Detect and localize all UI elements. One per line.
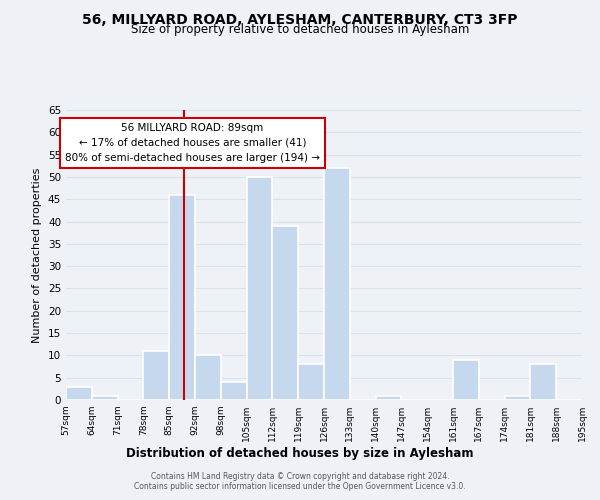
Text: Distribution of detached houses by size in Aylesham: Distribution of detached houses by size … xyxy=(126,448,474,460)
Text: Contains public sector information licensed under the Open Government Licence v3: Contains public sector information licen… xyxy=(134,482,466,491)
Text: Contains HM Land Registry data © Crown copyright and database right 2024.: Contains HM Land Registry data © Crown c… xyxy=(151,472,449,481)
Y-axis label: Number of detached properties: Number of detached properties xyxy=(32,168,43,342)
Bar xyxy=(272,226,298,400)
Bar xyxy=(324,168,350,400)
Bar xyxy=(92,396,118,400)
Bar xyxy=(169,195,195,400)
Bar xyxy=(221,382,247,400)
Bar xyxy=(298,364,324,400)
Bar xyxy=(143,351,169,400)
Bar xyxy=(195,356,221,400)
Text: 56, MILLYARD ROAD, AYLESHAM, CANTERBURY, CT3 3FP: 56, MILLYARD ROAD, AYLESHAM, CANTERBURY,… xyxy=(82,12,518,26)
Bar xyxy=(376,396,401,400)
Bar xyxy=(505,396,530,400)
Text: 56 MILLYARD ROAD: 89sqm
← 17% of detached houses are smaller (41)
80% of semi-de: 56 MILLYARD ROAD: 89sqm ← 17% of detache… xyxy=(65,123,320,162)
Bar xyxy=(247,177,272,400)
Bar xyxy=(530,364,556,400)
Text: Size of property relative to detached houses in Aylesham: Size of property relative to detached ho… xyxy=(131,22,469,36)
Bar xyxy=(453,360,479,400)
Bar xyxy=(66,386,92,400)
